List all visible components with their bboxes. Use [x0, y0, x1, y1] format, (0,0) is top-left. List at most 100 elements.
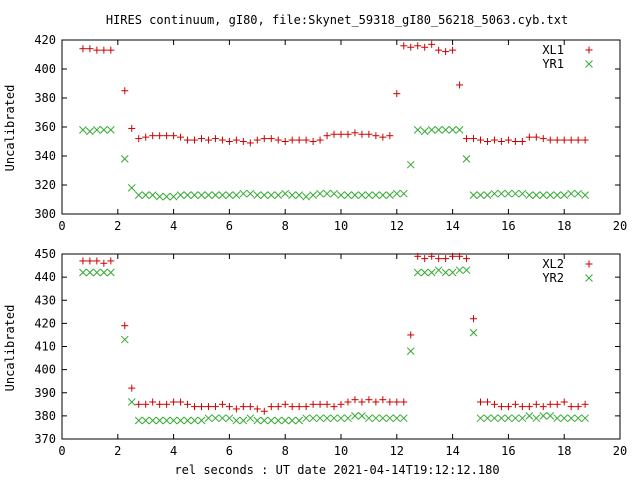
data-point-d2	[511, 414, 520, 423]
data-point	[169, 416, 178, 425]
data-point	[218, 136, 226, 144]
plot-frame	[61, 253, 621, 440]
data-point-d2	[120, 335, 129, 344]
data-point	[142, 133, 150, 141]
data-point-d2	[148, 416, 157, 425]
data-point	[442, 255, 450, 263]
data-point	[567, 414, 576, 423]
data-point	[581, 414, 589, 423]
series-xl2	[79, 252, 589, 415]
data-point	[470, 315, 478, 323]
data-point-d2	[281, 189, 290, 198]
data-point	[232, 136, 240, 144]
data-point	[560, 191, 569, 200]
data-point-d2	[483, 414, 492, 423]
data-point	[365, 130, 373, 138]
x-axis-label: rel seconds : UT date 2021-04-14T19:12:1…	[174, 463, 499, 477]
data-point-d2	[574, 414, 583, 423]
data-point-d2	[518, 189, 527, 198]
data-point	[511, 138, 519, 145]
data-point	[337, 130, 345, 138]
data-point-d2	[462, 266, 471, 275]
y-tick-label: 360	[34, 120, 56, 134]
data-point	[260, 191, 269, 200]
data-point-d2	[106, 268, 115, 277]
data-point	[134, 191, 143, 200]
x-tick-label: 16	[501, 219, 515, 233]
data-point	[372, 414, 380, 423]
y-tick-label: 400	[34, 363, 56, 377]
data-point-d2	[86, 268, 94, 277]
data-point	[511, 414, 520, 423]
data-point	[427, 268, 436, 277]
data-point-d2	[274, 416, 283, 425]
data-point-d2	[323, 189, 331, 198]
data-point	[456, 81, 464, 89]
data-point-d2	[281, 416, 290, 425]
data-point	[86, 127, 94, 136]
data-point	[204, 136, 212, 144]
data-point	[295, 416, 304, 425]
data-point-d2	[295, 416, 304, 425]
data-point	[428, 252, 436, 260]
data-point	[239, 138, 247, 145]
data-point	[546, 412, 555, 420]
data-point	[469, 191, 478, 200]
data-point	[532, 414, 541, 423]
data-point-d2	[302, 414, 310, 423]
data-point	[490, 136, 498, 144]
y-tick-label: 430	[34, 293, 56, 307]
data-point-d2	[351, 412, 359, 420]
data-point	[532, 191, 541, 200]
data-point	[504, 403, 512, 411]
data-point	[120, 155, 129, 163]
data-point	[525, 191, 534, 200]
data-point	[260, 407, 268, 415]
data-point-d2	[162, 192, 171, 201]
data-point	[107, 257, 115, 265]
data-point-d2	[197, 191, 206, 200]
data-point	[546, 191, 555, 200]
data-point	[225, 403, 233, 411]
data-point-d2	[274, 191, 283, 200]
data-point-d2	[525, 412, 534, 420]
data-point	[434, 126, 443, 134]
data-point	[539, 403, 547, 411]
data-point	[316, 400, 324, 408]
data-point-d2	[385, 414, 394, 423]
data-point-d2	[455, 266, 464, 275]
data-point-d2	[267, 416, 276, 425]
legend-label: YR2	[542, 271, 564, 285]
data-point	[309, 138, 317, 145]
data-point-d2	[211, 414, 220, 423]
data-point	[365, 396, 373, 404]
data-point	[414, 252, 422, 260]
data-point	[190, 416, 199, 425]
data-point-d2	[239, 416, 248, 425]
data-point	[532, 400, 540, 408]
data-point	[435, 46, 443, 54]
data-point	[483, 398, 491, 406]
data-point	[365, 414, 373, 423]
data-point-d2	[344, 191, 352, 200]
series-yr1	[79, 126, 589, 201]
data-point-d2	[434, 266, 443, 275]
data-point-d2	[574, 189, 583, 198]
data-point-d2	[204, 191, 213, 200]
legend-marker-d2	[585, 60, 593, 68]
data-point	[302, 403, 310, 411]
data-point	[427, 126, 436, 134]
data-point	[483, 414, 492, 423]
data-point-d2	[504, 189, 513, 198]
data-point	[385, 191, 394, 200]
data-point	[323, 400, 331, 408]
data-point-d2	[490, 189, 499, 198]
data-point	[232, 405, 240, 413]
data-point	[392, 189, 401, 198]
data-point	[434, 266, 443, 275]
data-point	[470, 135, 478, 143]
data-point-d2	[560, 414, 569, 423]
data-point	[400, 398, 408, 406]
y-tick-label: 300	[34, 207, 56, 221]
y-tick-label: 380	[34, 409, 56, 423]
